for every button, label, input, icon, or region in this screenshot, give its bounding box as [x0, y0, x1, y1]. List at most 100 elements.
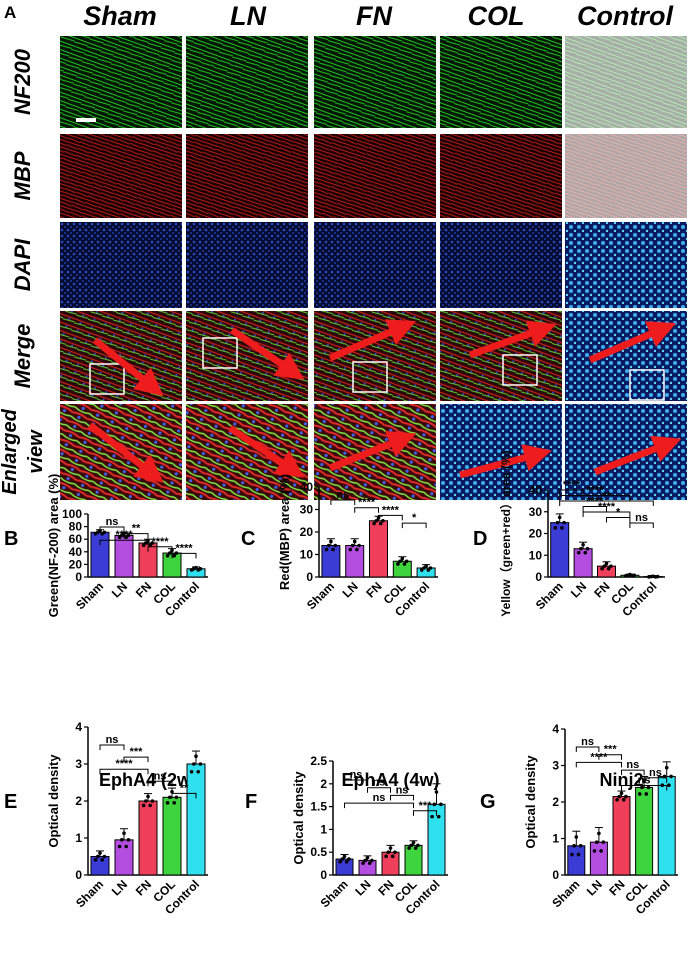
y-tick-label: 0 [75, 570, 82, 584]
significance-label: **** [598, 501, 616, 513]
y-axis-label: Yellow（green+red）area (%) [498, 450, 513, 616]
y-tick-label: 3 [552, 759, 559, 773]
data-point [146, 794, 150, 799]
y-tick-label: 40 [529, 483, 543, 497]
data-point [165, 801, 170, 805]
data-point [196, 769, 200, 774]
bar-control [186, 763, 206, 876]
data-point [390, 854, 395, 859]
data-point [381, 518, 385, 523]
inset-box [89, 363, 125, 395]
x-tick-label: LN [584, 877, 605, 898]
y-tick-label: 2 [320, 777, 327, 791]
significance-bracket [401, 522, 427, 529]
significance-bracket [330, 499, 356, 505]
micrograph-nf200-control [565, 36, 687, 128]
significance-bracket [147, 780, 173, 787]
data-point [363, 858, 368, 863]
y-tick-label: 20 [529, 527, 543, 541]
micrograph-nf200-ln [186, 36, 308, 128]
data-point [617, 794, 622, 799]
data-point [340, 857, 345, 861]
y-tick-label: 30 [529, 505, 543, 519]
data-point [396, 562, 400, 566]
bar-fn [612, 796, 631, 876]
data-point [583, 550, 588, 555]
data-point [174, 795, 179, 800]
data-point [393, 850, 397, 854]
significance-bracket [123, 756, 149, 763]
significance-bracket [629, 522, 654, 528]
data-point [600, 566, 604, 571]
data-point [352, 539, 357, 544]
significance-label: **** [586, 496, 604, 508]
bar-sham [90, 856, 110, 876]
y-tick-label: 4 [552, 722, 559, 736]
scale-bar [76, 118, 96, 122]
significance-label: * [412, 512, 417, 524]
data-point [93, 858, 98, 862]
data-point [148, 803, 152, 808]
data-point [348, 547, 353, 552]
y-tick-label: 1.5 [310, 800, 327, 814]
row-label-nf200: NF200 [10, 48, 35, 115]
direction-arrow-icon [328, 319, 417, 362]
y-tick-label: 0 [535, 570, 542, 584]
micrograph-mbp-col [440, 134, 562, 218]
significance-label: **** [382, 504, 400, 516]
significance-label: ns [336, 489, 349, 501]
chart-title: EphA4 (2w) [99, 770, 197, 790]
significance-bracket [575, 746, 600, 752]
data-point [141, 543, 146, 548]
y-axis-label: Optical density [291, 771, 306, 865]
data-point [386, 850, 391, 854]
data-point [430, 814, 434, 819]
significance-bracket [171, 552, 197, 559]
y-tick-label: 2.5 [310, 754, 327, 768]
bar-ln [114, 839, 134, 876]
data-point [102, 854, 107, 859]
data-point [409, 843, 414, 848]
y-tick-label: 0 [75, 868, 82, 882]
bar-fn [597, 565, 616, 578]
significance-label: **** [586, 485, 604, 497]
data-point [578, 844, 583, 848]
data-point [572, 844, 576, 848]
bar-control [657, 775, 676, 876]
significance-label: **** [358, 497, 376, 509]
data-point [604, 561, 609, 566]
column-header-col: COL [468, 1, 525, 31]
x-tick-label: LN [340, 579, 361, 600]
data-point [557, 515, 562, 520]
micrograph-nf200-fn [314, 36, 436, 128]
bar-ln [573, 548, 593, 578]
significance-label: **** [175, 542, 193, 554]
x-tick-label: Sham [73, 579, 106, 612]
significance-bracket [413, 810, 437, 816]
significance-label: ns [638, 775, 651, 787]
row-label-mbp: MBP [10, 151, 35, 200]
y-tick-label: 2 [552, 795, 559, 809]
y-tick-label: 100 [62, 507, 82, 521]
column-header-sham: Sham [83, 1, 157, 31]
inset-box [352, 361, 388, 393]
data-point [655, 574, 660, 579]
data-point [117, 844, 122, 849]
direction-arrow-icon [468, 320, 557, 359]
panel-letter-a: A [4, 3, 16, 22]
significance-label: **** [563, 479, 581, 491]
y-axis-label: Green(NF-200) area (%) [46, 474, 61, 618]
y-tick-label: 3 [75, 757, 82, 771]
direction-arrow-icon [87, 422, 164, 483]
data-point [424, 564, 428, 568]
significance-label: ** [132, 523, 141, 535]
data-point [347, 857, 351, 861]
data-point [144, 799, 148, 803]
micrograph-mbp-ln [186, 134, 308, 218]
significance-label: ns [106, 734, 119, 746]
chart-title: EphA4 (4w) [341, 770, 439, 790]
column-header-control: Control [577, 1, 673, 31]
bar-col [162, 796, 182, 876]
